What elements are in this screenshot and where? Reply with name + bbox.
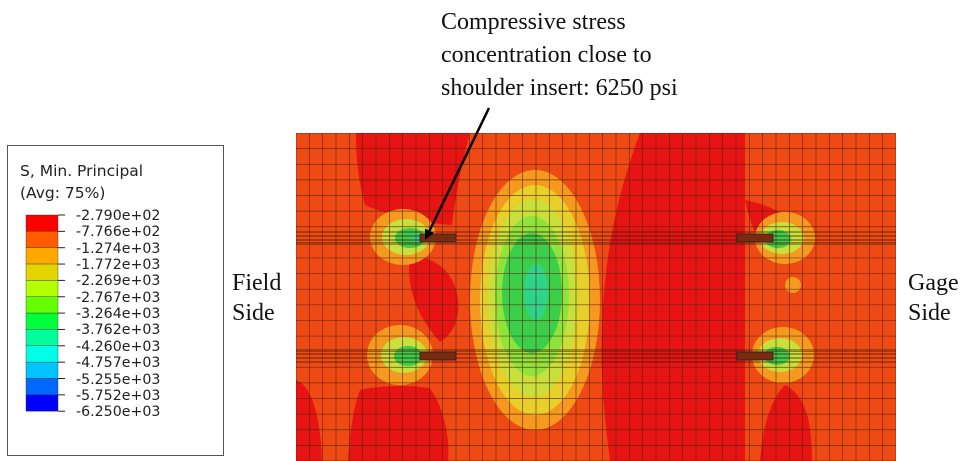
legend-level-7: -3.762e+03 (76, 322, 161, 339)
stress-annotation: Compressive stress concentration close t… (441, 6, 771, 105)
legend-swatch-1 (25, 231, 59, 248)
mesh-grid (296, 133, 896, 461)
gage-label-line-2: Side (908, 300, 951, 326)
field-label-line-2: Side (232, 300, 275, 326)
legend-level-5: -2.767e+03 (76, 289, 161, 306)
legend-level-0: -2.790e+02 (76, 208, 161, 224)
annotation-line-1: Compressive stress (441, 9, 626, 35)
legend-swatch-8 (25, 345, 59, 363)
field-side-label: Field Side (232, 268, 292, 328)
insert-bottom-left (419, 351, 457, 361)
hotspot-bl-green (394, 346, 422, 366)
legend-swatch-5 (25, 296, 59, 314)
annotation-arrow (424, 107, 491, 240)
red-region-bottom-right (760, 385, 812, 461)
legend-swatch-7 (25, 329, 59, 347)
field-label-line-1: Field (232, 270, 282, 296)
insert-top-right (736, 233, 774, 243)
legend-level-12: -6.250e+03 (76, 404, 161, 421)
gage-label-line-1: Gage (908, 270, 959, 296)
legend-level-6: -3.264e+03 (76, 306, 161, 323)
legend-color-bar (25, 214, 65, 412)
annotation-line-2: concentration close to (441, 42, 652, 68)
legend-swatch-10 (25, 378, 59, 396)
legend-swatch-0 (25, 214, 59, 232)
legend-swatch-2 (25, 247, 59, 265)
legend-level-9: -4.757e+03 (76, 355, 161, 372)
legend-swatch-11 (25, 394, 59, 412)
gage-side-label: Gage Side (908, 268, 970, 328)
legend-title: S, Min. Principal (20, 162, 144, 180)
insert-bands (296, 231, 896, 363)
legend-swatch-9 (25, 361, 59, 379)
legend-level-10: -5.255e+03 (76, 371, 161, 388)
legend-subtitle: (Avg: 75%) (20, 184, 106, 202)
legend-swatch-3 (25, 263, 59, 281)
shoulder-inserts (419, 233, 774, 361)
insert-top-left (419, 233, 457, 243)
legend-level-4: -2.269e+03 (76, 273, 161, 290)
small-patch-right (785, 277, 801, 293)
red-region-bottom-left (348, 385, 449, 461)
legend-level-2: -1.274e+03 (76, 240, 161, 257)
annotation-line-3: shoulder insert: 6250 psi (441, 75, 678, 101)
legend-swatch-6 (25, 312, 59, 330)
legend-level-11: -5.752e+03 (76, 387, 161, 404)
legend-level-3: -1.772e+03 (76, 257, 161, 274)
red-region-top-left (356, 133, 470, 225)
legend-level-8: -4.260e+03 (76, 338, 161, 355)
stress-field (296, 133, 896, 461)
insert-bottom-right (736, 351, 774, 361)
legend-swatch-4 (25, 280, 59, 297)
legend-level-1: -7.766e+02 (76, 224, 161, 241)
